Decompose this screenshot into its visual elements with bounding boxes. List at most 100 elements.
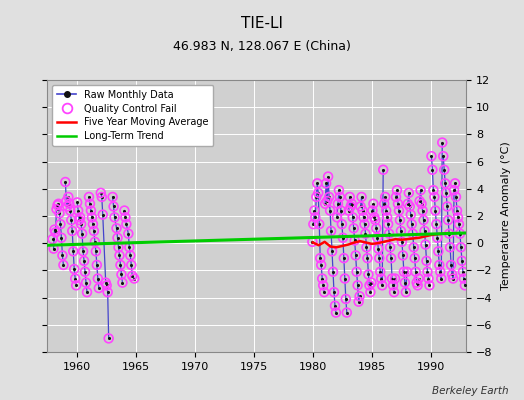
Point bbox=[58, 252, 67, 259]
Point bbox=[339, 234, 347, 241]
Point bbox=[439, 153, 447, 159]
Point bbox=[439, 153, 447, 159]
Point bbox=[70, 266, 79, 272]
Point bbox=[110, 203, 118, 210]
Point bbox=[86, 200, 94, 207]
Point bbox=[406, 203, 414, 210]
Point bbox=[401, 280, 409, 286]
Point bbox=[67, 217, 75, 223]
Point bbox=[369, 200, 378, 207]
Point bbox=[337, 207, 345, 214]
Point bbox=[315, 221, 323, 227]
Point bbox=[367, 280, 376, 286]
Point bbox=[405, 190, 413, 196]
Point bbox=[442, 190, 451, 196]
Point bbox=[103, 282, 111, 288]
Point bbox=[330, 289, 338, 295]
Point bbox=[384, 221, 392, 227]
Point bbox=[126, 252, 135, 259]
Point bbox=[108, 194, 117, 200]
Point bbox=[432, 221, 441, 227]
Point bbox=[449, 275, 457, 282]
Point bbox=[398, 239, 406, 245]
Point bbox=[386, 244, 394, 250]
Point bbox=[389, 282, 397, 288]
Point bbox=[309, 221, 318, 227]
Point bbox=[313, 180, 321, 186]
Point bbox=[398, 239, 406, 245]
Point bbox=[408, 221, 416, 227]
Point bbox=[449, 275, 457, 282]
Point bbox=[323, 198, 331, 204]
Point bbox=[81, 268, 89, 275]
Point bbox=[62, 198, 71, 204]
Point bbox=[388, 275, 396, 282]
Point bbox=[443, 203, 451, 210]
Point bbox=[83, 289, 91, 295]
Point bbox=[124, 230, 133, 237]
Point bbox=[357, 194, 366, 200]
Point bbox=[317, 262, 325, 268]
Point bbox=[346, 203, 355, 210]
Point bbox=[333, 214, 341, 220]
Point bbox=[431, 207, 440, 214]
Point bbox=[82, 280, 90, 286]
Point bbox=[331, 302, 339, 309]
Point bbox=[387, 255, 395, 261]
Point bbox=[48, 236, 57, 242]
Point bbox=[90, 228, 98, 234]
Point bbox=[405, 190, 413, 196]
Point bbox=[382, 207, 390, 214]
Point bbox=[418, 207, 427, 214]
Point bbox=[72, 282, 80, 288]
Point bbox=[68, 228, 77, 234]
Point bbox=[373, 234, 381, 241]
Point bbox=[375, 255, 384, 261]
Point bbox=[102, 280, 110, 286]
Point bbox=[443, 203, 451, 210]
Point bbox=[116, 262, 125, 268]
Point bbox=[97, 194, 106, 200]
Point bbox=[82, 280, 90, 286]
Point bbox=[321, 200, 330, 207]
Point bbox=[124, 230, 133, 237]
Point bbox=[49, 246, 58, 252]
Point bbox=[113, 234, 122, 241]
Point bbox=[95, 285, 103, 291]
Point bbox=[427, 153, 435, 159]
Text: TIE-LI: TIE-LI bbox=[241, 16, 283, 31]
Point bbox=[52, 206, 61, 212]
Point bbox=[410, 255, 419, 261]
Point bbox=[372, 225, 380, 232]
Point bbox=[446, 244, 454, 250]
Point bbox=[458, 258, 466, 264]
Point bbox=[406, 203, 414, 210]
Point bbox=[312, 194, 321, 200]
Point bbox=[365, 282, 374, 288]
Text: Berkeley Earth: Berkeley Earth bbox=[432, 386, 508, 396]
Point bbox=[437, 275, 445, 282]
Point bbox=[342, 296, 350, 302]
Point bbox=[91, 239, 99, 245]
Point bbox=[81, 268, 89, 275]
Point bbox=[326, 207, 334, 214]
Point bbox=[366, 289, 375, 295]
Point bbox=[364, 271, 373, 278]
Point bbox=[122, 221, 130, 227]
Point bbox=[395, 207, 403, 214]
Point bbox=[376, 268, 385, 275]
Point bbox=[308, 239, 316, 245]
Point bbox=[94, 275, 102, 282]
Point bbox=[446, 244, 454, 250]
Point bbox=[90, 228, 98, 234]
Point bbox=[377, 275, 386, 282]
Point bbox=[358, 207, 367, 214]
Point bbox=[409, 230, 417, 237]
Point bbox=[370, 214, 378, 220]
Point bbox=[389, 282, 397, 288]
Point bbox=[51, 229, 60, 236]
Point bbox=[441, 180, 450, 186]
Point bbox=[87, 207, 95, 214]
Point bbox=[112, 225, 121, 232]
Point bbox=[71, 275, 80, 282]
